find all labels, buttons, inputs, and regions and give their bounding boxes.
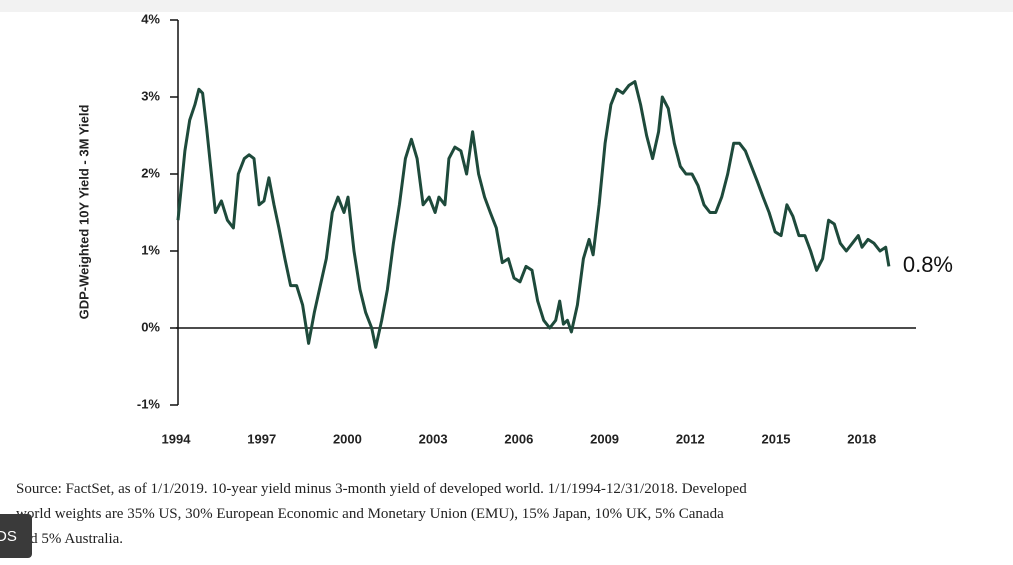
source-line: and 5% Australia. xyxy=(16,531,123,547)
source-line: Source: FactSet, as of 1/1/2019. 10-year… xyxy=(16,481,747,497)
top-strip xyxy=(0,0,1013,12)
badge-text: DS xyxy=(0,528,17,545)
x-tick-label: 2018 xyxy=(847,431,876,446)
y-tick-label: 0% xyxy=(141,319,160,334)
x-tick-label: 1997 xyxy=(247,431,276,446)
x-tick-label: 2015 xyxy=(762,431,791,446)
badge xyxy=(0,514,32,558)
y-tick-label: 1% xyxy=(141,242,160,257)
x-tick-label: 2003 xyxy=(419,431,448,446)
x-tick-label: 2006 xyxy=(504,431,533,446)
source-line: world weights are 35% US, 30% European E… xyxy=(16,506,724,522)
y-tick-label: 2% xyxy=(141,165,160,180)
y-tick-label: 3% xyxy=(141,88,160,103)
x-tick-label: 2000 xyxy=(333,431,362,446)
line-series xyxy=(176,80,891,349)
x-tick-label: 1994 xyxy=(162,431,192,446)
annotation: 0.8% xyxy=(903,252,953,277)
y-axis-label: GDP-Weighted 10Y Yield - 3M Yield xyxy=(76,105,91,320)
y-tick-label: -1% xyxy=(137,396,161,411)
y-tick-label: 4% xyxy=(141,11,160,26)
x-tick-label: 2012 xyxy=(676,431,705,446)
x-tick-label: 2009 xyxy=(590,431,619,446)
